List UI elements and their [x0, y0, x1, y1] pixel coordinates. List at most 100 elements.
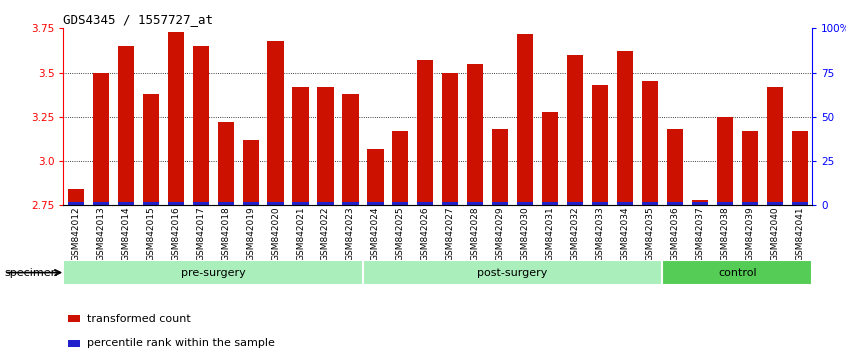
- Bar: [143, 202, 159, 205]
- Bar: [592, 85, 608, 205]
- Text: GSM842013: GSM842013: [96, 206, 106, 261]
- Bar: [293, 202, 309, 205]
- Bar: [118, 202, 134, 205]
- Bar: [363, 260, 662, 285]
- Text: GSM842034: GSM842034: [620, 206, 629, 261]
- Bar: [417, 202, 433, 205]
- Text: specimen: specimen: [4, 268, 58, 278]
- Bar: [766, 87, 783, 205]
- Text: GSM842040: GSM842040: [770, 206, 779, 261]
- Text: GSM842026: GSM842026: [420, 206, 430, 261]
- Text: GSM842016: GSM842016: [171, 206, 180, 261]
- Bar: [93, 202, 109, 205]
- Text: percentile rank within the sample: percentile rank within the sample: [87, 338, 275, 348]
- Bar: [662, 260, 812, 285]
- Text: pre-surgery: pre-surgery: [181, 268, 245, 278]
- Text: GSM842020: GSM842020: [271, 206, 280, 261]
- Bar: [343, 202, 359, 205]
- Text: GSM842036: GSM842036: [670, 206, 679, 261]
- Bar: [542, 112, 558, 205]
- Bar: [542, 202, 558, 205]
- Text: control: control: [718, 268, 756, 278]
- Bar: [393, 131, 409, 205]
- Bar: [168, 32, 184, 205]
- Bar: [417, 60, 433, 205]
- Bar: [792, 202, 808, 205]
- Text: GSM842031: GSM842031: [546, 206, 555, 261]
- Bar: [742, 202, 758, 205]
- Bar: [642, 81, 658, 205]
- Bar: [592, 202, 608, 205]
- Bar: [243, 202, 259, 205]
- Bar: [343, 94, 359, 205]
- Bar: [517, 202, 533, 205]
- Bar: [217, 202, 233, 205]
- Bar: [567, 202, 583, 205]
- Text: GSM842032: GSM842032: [570, 206, 580, 261]
- Bar: [68, 202, 84, 205]
- Bar: [642, 202, 658, 205]
- Bar: [393, 202, 409, 205]
- Text: GSM842028: GSM842028: [470, 206, 480, 261]
- Text: GSM842037: GSM842037: [695, 206, 705, 261]
- Bar: [792, 131, 808, 205]
- Text: GSM842025: GSM842025: [396, 206, 405, 261]
- Bar: [168, 202, 184, 205]
- Text: transformed count: transformed count: [87, 314, 191, 324]
- Bar: [68, 189, 84, 205]
- Text: GSM842014: GSM842014: [121, 206, 130, 261]
- Text: GSM842038: GSM842038: [720, 206, 729, 261]
- Bar: [143, 94, 159, 205]
- Bar: [442, 202, 459, 205]
- Bar: [93, 73, 109, 205]
- Bar: [243, 140, 259, 205]
- Bar: [492, 202, 508, 205]
- Text: GSM842027: GSM842027: [446, 206, 455, 261]
- Text: GDS4345 / 1557727_at: GDS4345 / 1557727_at: [63, 13, 213, 26]
- Bar: [717, 202, 733, 205]
- Bar: [692, 202, 708, 205]
- Text: GSM842029: GSM842029: [496, 206, 505, 261]
- Text: GSM842035: GSM842035: [645, 206, 655, 261]
- Text: GSM842039: GSM842039: [745, 206, 755, 261]
- Text: GSM842017: GSM842017: [196, 206, 206, 261]
- Bar: [317, 87, 333, 205]
- Text: GSM842022: GSM842022: [321, 206, 330, 261]
- Bar: [667, 202, 683, 205]
- Bar: [717, 117, 733, 205]
- Bar: [193, 202, 209, 205]
- Text: post-surgery: post-surgery: [477, 268, 548, 278]
- Bar: [193, 46, 209, 205]
- Bar: [692, 200, 708, 205]
- Bar: [667, 129, 683, 205]
- Bar: [293, 87, 309, 205]
- Bar: [467, 202, 483, 205]
- Bar: [367, 149, 383, 205]
- Bar: [517, 34, 533, 205]
- Text: GSM842021: GSM842021: [296, 206, 305, 261]
- Bar: [118, 46, 134, 205]
- Bar: [267, 202, 283, 205]
- Bar: [217, 122, 233, 205]
- Bar: [492, 129, 508, 205]
- Bar: [63, 260, 363, 285]
- Bar: [442, 73, 459, 205]
- Bar: [617, 202, 633, 205]
- Text: GSM842015: GSM842015: [146, 206, 156, 261]
- Text: GSM842019: GSM842019: [246, 206, 255, 261]
- Text: GSM842024: GSM842024: [371, 206, 380, 261]
- Bar: [567, 55, 583, 205]
- Bar: [367, 202, 383, 205]
- Bar: [617, 51, 633, 205]
- Bar: [742, 131, 758, 205]
- Bar: [467, 64, 483, 205]
- Text: GSM842030: GSM842030: [520, 206, 530, 261]
- Bar: [766, 202, 783, 205]
- Text: GSM842023: GSM842023: [346, 206, 355, 261]
- Text: GSM842033: GSM842033: [596, 206, 605, 261]
- Bar: [267, 41, 283, 205]
- Bar: [317, 202, 333, 205]
- Text: GSM842012: GSM842012: [71, 206, 80, 261]
- Text: GSM842041: GSM842041: [795, 206, 805, 261]
- Text: GSM842018: GSM842018: [221, 206, 230, 261]
